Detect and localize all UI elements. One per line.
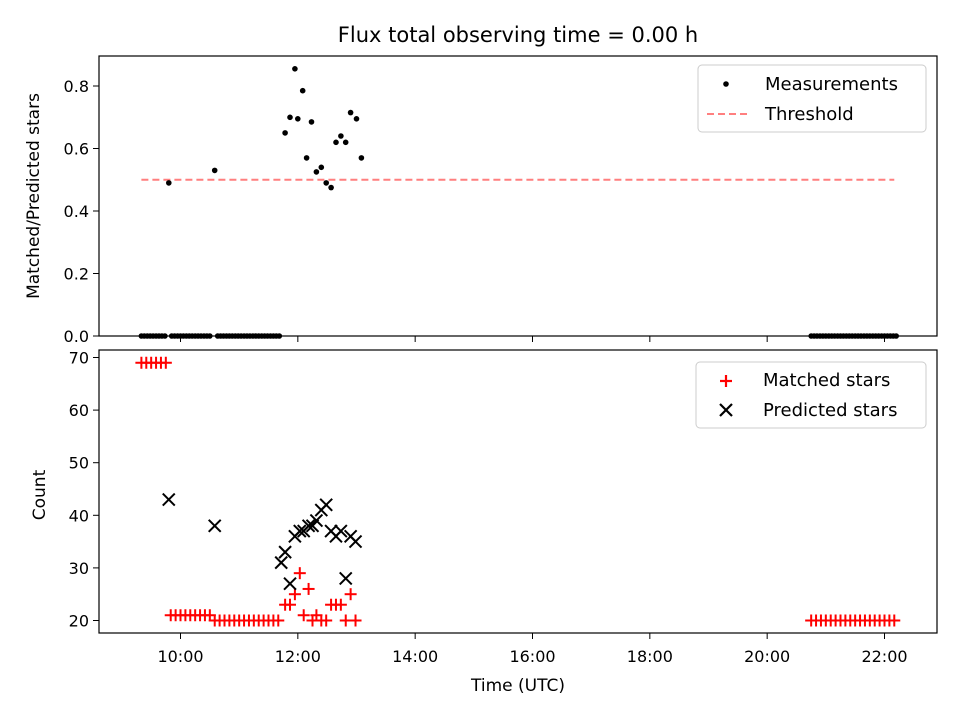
matched-star-point: [888, 614, 901, 627]
predicted-star-point: [162, 492, 176, 507]
predicted-star-point: [301, 519, 316, 533]
matched-star-point: [334, 598, 347, 611]
bottom-plot-frame: [98, 349, 938, 634]
legend-measurements-marker: [723, 81, 729, 87]
bottom-x-tick-label: 10:00: [157, 647, 203, 666]
bottom-legend: Matched stars Predicted stars: [695, 361, 927, 429]
measurement-point: [328, 184, 334, 191]
bottom-y-axis-label: Count: [30, 469, 50, 520]
bottom-y-tick-label: 50: [69, 454, 89, 473]
bottom-x-tick-label: 16:00: [509, 647, 555, 666]
measurement-point: [323, 180, 330, 186]
top-y-tick-label: 0.4: [64, 202, 89, 221]
measurement-point: [287, 114, 293, 121]
measurement-point: [295, 116, 301, 122]
legend-matched-marker: [720, 375, 732, 387]
measurement-point: [282, 130, 288, 136]
predicted-star-point: [278, 545, 292, 559]
bottom-y-tick-label: 70: [69, 349, 89, 368]
matched-star-point: [272, 614, 285, 627]
measurement-point: [338, 133, 344, 139]
predicted-star-point: [348, 534, 363, 549]
measurement-point: [303, 155, 310, 161]
bottom-x-tick-label: 18:00: [627, 647, 673, 666]
matched-star-point: [302, 582, 315, 595]
measurement-point: [342, 139, 349, 146]
legend-measurements-label: Measurements: [765, 74, 898, 95]
bottom-x-tick-label: 14:00: [392, 647, 438, 666]
measurement-point: [353, 116, 360, 122]
top-y-tick-label: 0.8: [64, 77, 89, 96]
measurement-point: [318, 164, 325, 171]
bottom-x-tick-label: 22:00: [861, 647, 907, 666]
top-legend-box: [697, 64, 927, 133]
matched-star-point: [288, 588, 301, 601]
bottom-y-tick-label: 20: [69, 612, 89, 631]
x-axis-label: Time (UTC): [470, 676, 565, 696]
matched-star-point: [284, 598, 297, 611]
top-legend: Measurements Threshold: [697, 64, 927, 133]
matched-star-point: [320, 614, 333, 627]
measurement-point: [299, 87, 306, 94]
top-y-tick-label: 0.2: [64, 265, 89, 284]
top-plot-frame: [98, 55, 938, 337]
bottom-x-tick-label: 12:00: [275, 647, 321, 666]
measurement-point: [308, 119, 315, 125]
predicted-star-point: [339, 571, 353, 586]
predicted-star-point: [293, 524, 307, 538]
top-y-tick-label: 0.6: [64, 140, 89, 159]
bottom-y-tick-label: 40: [69, 506, 89, 525]
predicted-star-point: [274, 555, 288, 570]
bottom-panel: Count Time (UTC) 20 30 40 50 60 70 10:00 12:00 1…: [30, 349, 938, 696]
predicted-star-point: [309, 513, 324, 528]
top-y-tick-label: 0.0: [64, 327, 89, 346]
bottom-legend-box: [695, 361, 927, 429]
predicted-star-point: [208, 519, 222, 533]
matched-star-point: [349, 614, 362, 627]
measurement-point: [166, 180, 172, 186]
legend-predicted-marker: [719, 403, 733, 417]
bottom-y-tick-label: 30: [69, 559, 89, 578]
measurement-point: [211, 167, 218, 174]
measurement-point: [292, 66, 298, 72]
top-y-axis-label: Matched/Predicted stars: [24, 93, 44, 299]
matched-star-point: [159, 356, 172, 369]
matched-star-point: [297, 609, 310, 622]
legend-predicted-label: Predicted stars: [763, 400, 897, 421]
legend-threshold-label: Threshold: [764, 104, 854, 125]
predicted-star-point: [319, 498, 333, 512]
legend-matched-label: Matched stars: [763, 370, 890, 391]
bottom-x-tick-label: 20:00: [744, 647, 790, 666]
measurement-point: [358, 155, 365, 161]
matched-star-point: [293, 567, 306, 580]
measurement-point: [347, 109, 354, 116]
predicted-star-point: [334, 524, 348, 538]
bottom-y-tick-label: 60: [69, 401, 89, 420]
matched-star-point: [344, 588, 357, 601]
predicted-star-point: [283, 576, 297, 591]
chart-title: Flux total observing time = 0.00 h: [338, 23, 698, 47]
measurement-point: [313, 169, 320, 175]
top-panel: Flux total observing time = 0.00 h Match…: [24, 23, 938, 346]
measurement-point: [333, 139, 339, 146]
